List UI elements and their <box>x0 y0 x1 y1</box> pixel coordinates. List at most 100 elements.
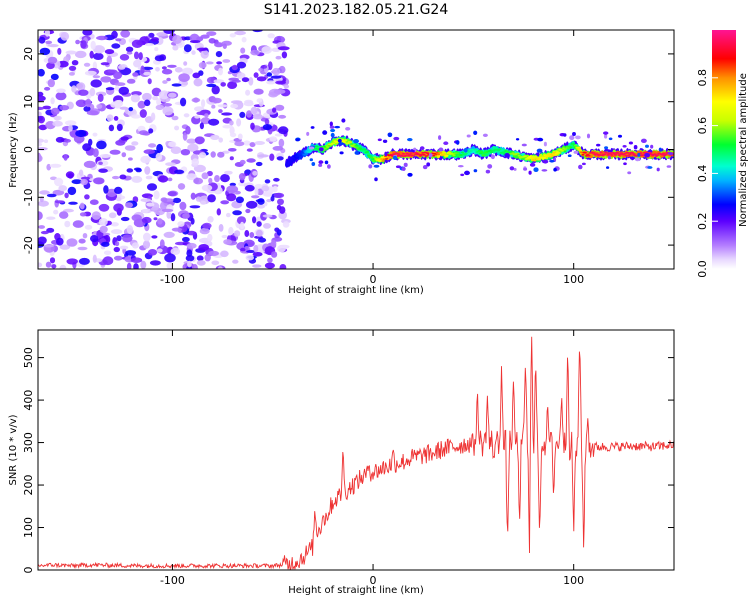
noise-blob <box>131 175 143 183</box>
noise-blob <box>239 221 245 230</box>
noise-blob <box>140 260 147 269</box>
track-mark <box>377 159 382 162</box>
track-scatter <box>393 136 400 141</box>
noise-blob <box>147 78 152 85</box>
noise-blob <box>147 249 158 256</box>
noise-blob <box>141 66 154 70</box>
noise-blob <box>235 196 244 204</box>
noise-blob <box>218 137 223 143</box>
noise-blob <box>140 198 152 202</box>
noise-blob <box>103 250 112 256</box>
noise-blob <box>56 88 66 94</box>
noise-blob <box>45 40 53 45</box>
track-scatter <box>407 137 413 142</box>
noise-blob <box>64 120 77 126</box>
track-scatter <box>542 159 549 164</box>
noise-blob <box>119 54 130 61</box>
noise-blob <box>241 36 247 43</box>
track-mark <box>498 148 502 151</box>
noise-blob <box>222 43 227 49</box>
noise-blob <box>186 242 197 249</box>
noise-blob <box>249 142 256 148</box>
noise-blob <box>253 244 259 253</box>
noise-blob <box>159 201 169 211</box>
noise-blob <box>98 161 103 165</box>
noise-blob <box>115 139 126 146</box>
noise-blob <box>47 44 59 48</box>
noise-blob <box>163 231 175 238</box>
track-mark <box>343 141 347 144</box>
noise-blob <box>38 142 43 147</box>
noise-blob <box>105 87 115 91</box>
noise-blob <box>266 199 272 203</box>
track-mark <box>574 144 578 147</box>
noise-blob <box>45 261 52 268</box>
track-mark <box>424 155 428 157</box>
noise-blob <box>128 107 134 112</box>
noise-blob <box>250 49 260 56</box>
track-mark <box>562 147 566 150</box>
noise-blob <box>231 79 241 83</box>
noise-blob <box>204 113 209 118</box>
noise-blob <box>241 77 250 83</box>
noise-blob <box>119 174 127 180</box>
noise-blob <box>208 118 220 126</box>
noise-blob <box>108 124 115 132</box>
noise-blob <box>167 64 177 68</box>
colorbar: 0.0 0.2 0.4 0.6 0.8 Normalized spectral ampl… <box>696 30 749 278</box>
noise-blob <box>254 141 265 145</box>
track-mark <box>447 151 451 154</box>
track-mark <box>480 151 484 153</box>
noise-blob <box>171 83 182 87</box>
noise-blob <box>92 75 101 79</box>
noise-blob <box>89 199 99 205</box>
noise-blob <box>93 177 105 185</box>
noise-blob <box>83 62 91 67</box>
noise-blob <box>126 168 134 173</box>
noise-blob <box>217 104 228 108</box>
y-tick-label: 500 <box>22 347 35 368</box>
track-scatter <box>330 132 335 138</box>
noise-blob <box>208 177 213 184</box>
noise-blob <box>126 225 134 234</box>
noise-blob <box>170 247 181 255</box>
colorbar-label: Normalized spectral amplitude <box>738 73 749 227</box>
noise-blob <box>84 70 97 76</box>
noise-blob <box>92 254 97 263</box>
track-mark <box>323 147 327 150</box>
noise-blob <box>206 76 216 84</box>
track-scatter <box>473 169 478 173</box>
noise-blob <box>125 46 134 53</box>
track-mark <box>299 155 303 158</box>
track-scatter <box>487 164 493 169</box>
track-mark <box>460 151 465 154</box>
track-scatter <box>528 170 532 175</box>
noise-blob <box>150 112 156 121</box>
track-scatter <box>541 169 548 172</box>
track-mark <box>580 151 584 154</box>
noise-blob <box>71 60 79 66</box>
noise-blob <box>257 198 265 205</box>
noise-blob <box>261 185 270 192</box>
noise-blob <box>38 36 46 44</box>
track-mark <box>417 153 421 156</box>
noise-blob <box>133 59 142 68</box>
track-mark <box>435 151 439 154</box>
noise-blob <box>278 114 287 119</box>
track-scatter <box>387 132 393 138</box>
track-mark <box>599 151 603 154</box>
noise-blob <box>281 51 288 59</box>
noise-blob <box>122 234 133 243</box>
track-mark <box>569 146 573 149</box>
noise-blob <box>200 200 207 205</box>
track-scatter <box>318 160 324 164</box>
noise-blob <box>274 133 283 137</box>
noise-blob <box>192 72 201 79</box>
track-mark <box>349 141 353 144</box>
track-mark <box>554 153 559 155</box>
noise-blob <box>68 124 73 132</box>
track-scatter <box>604 146 609 150</box>
track-mark <box>397 153 401 156</box>
noise-blob <box>196 260 206 266</box>
